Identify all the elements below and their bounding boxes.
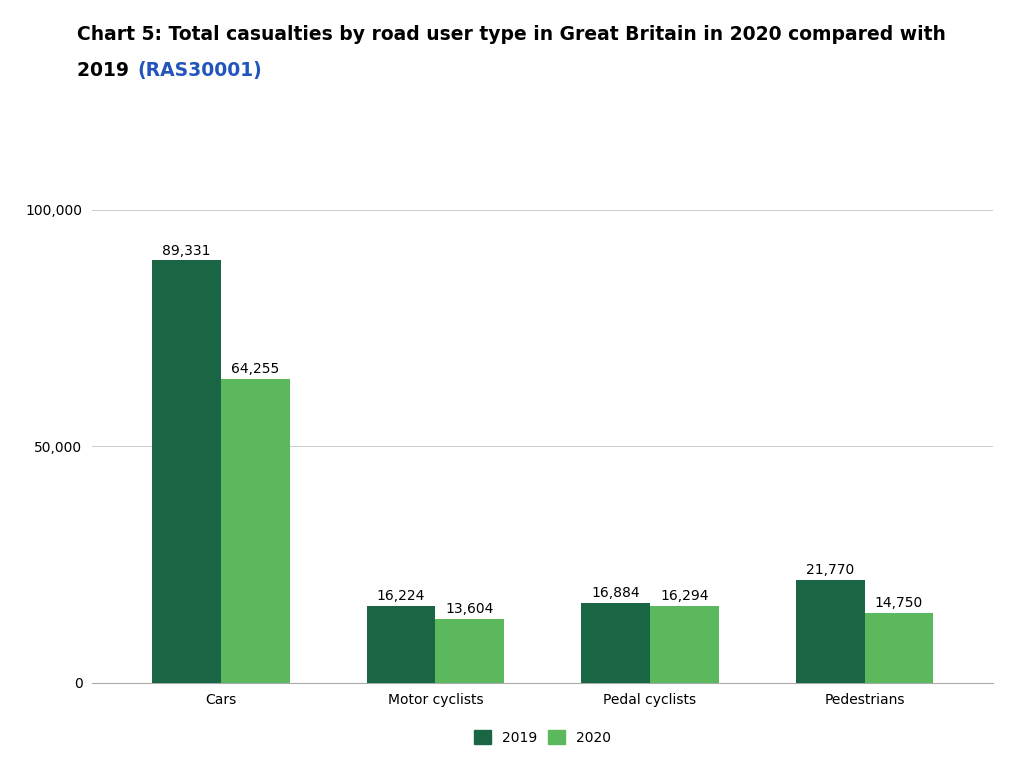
Text: 16,884: 16,884 <box>591 586 640 600</box>
Bar <box>153 261 221 683</box>
Text: 13,604: 13,604 <box>445 601 494 615</box>
Bar <box>650 606 719 683</box>
Legend: 2019, 2020: 2019, 2020 <box>469 725 616 750</box>
Bar <box>582 603 650 683</box>
Text: Chart 5: Total casualties by road user type in Great Britain in 2020 compared wi: Chart 5: Total casualties by road user t… <box>77 25 946 43</box>
Bar <box>796 580 864 683</box>
Text: 89,331: 89,331 <box>163 244 211 258</box>
Text: 14,750: 14,750 <box>874 596 923 610</box>
Bar <box>435 618 504 683</box>
Text: 16,224: 16,224 <box>377 589 425 603</box>
Text: 16,294: 16,294 <box>660 589 709 603</box>
Bar <box>221 379 290 683</box>
Bar <box>367 606 435 683</box>
Text: 21,770: 21,770 <box>806 563 854 577</box>
Bar <box>864 613 933 683</box>
Text: 2019: 2019 <box>77 61 135 79</box>
Text: (RAS30001): (RAS30001) <box>137 61 262 79</box>
Text: 64,255: 64,255 <box>231 362 280 376</box>
